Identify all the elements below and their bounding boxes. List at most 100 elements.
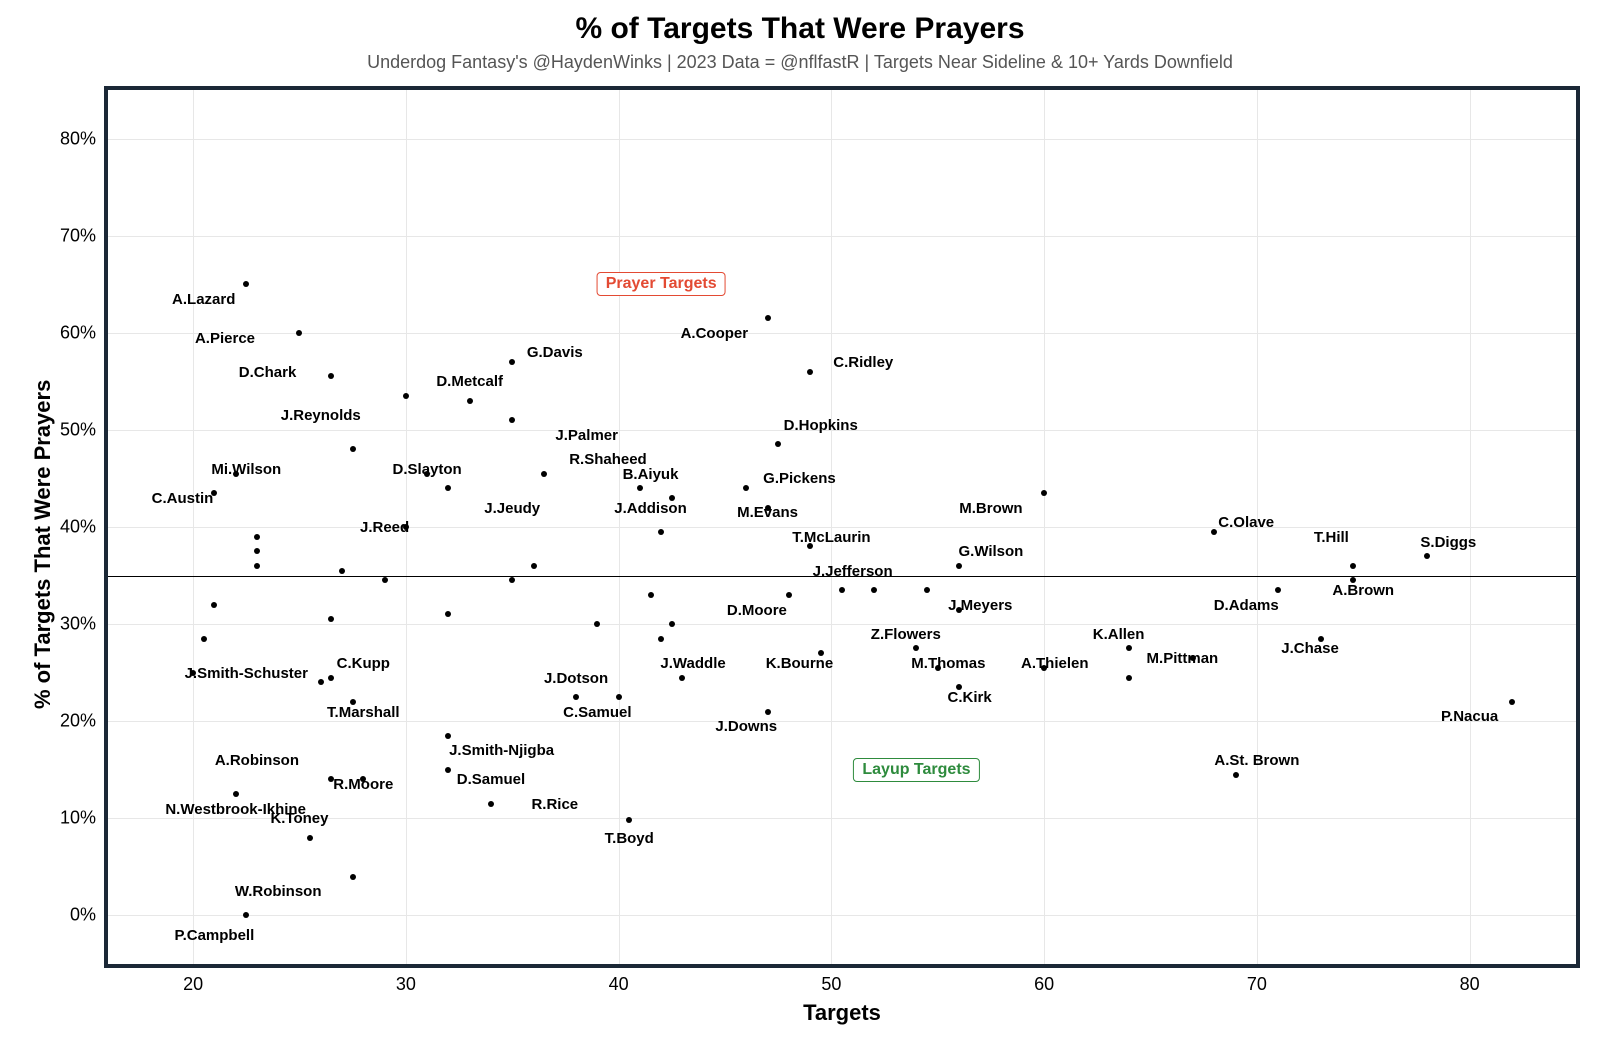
- y-tick-label: 60%: [60, 322, 96, 343]
- point-label: J.Smith-Schuster: [185, 665, 308, 682]
- scatter-point: [403, 393, 409, 399]
- scatter-point: [382, 577, 388, 583]
- point-label: P.Nacua: [1441, 708, 1498, 725]
- scatter-point: [350, 446, 356, 452]
- scatter-point: [669, 621, 675, 627]
- scatter-point: [1126, 675, 1132, 681]
- scatter-point: [679, 675, 685, 681]
- scatter-point: [626, 817, 632, 823]
- gridline-h: [108, 624, 1576, 625]
- point-label: J.Reed: [360, 519, 409, 536]
- scatter-point: [211, 602, 217, 608]
- point-label: A.Brown: [1332, 582, 1394, 599]
- scatter-point: [1350, 563, 1356, 569]
- scatter-point: [467, 398, 473, 404]
- point-label: D.Samuel: [457, 771, 525, 788]
- point-label: C.Austin: [152, 490, 214, 507]
- point-label: A.Robinson: [215, 752, 299, 769]
- point-label: R.Moore: [333, 776, 393, 793]
- point-label: T.Hill: [1314, 529, 1349, 546]
- gridline-h: [108, 139, 1576, 140]
- scatter-point: [509, 417, 515, 423]
- x-tick-label: 40: [609, 974, 629, 995]
- scatter-point: [637, 485, 643, 491]
- gridline-h: [108, 721, 1576, 722]
- scatter-point: [1275, 587, 1281, 593]
- point-label: J.Jeudy: [484, 500, 540, 517]
- scatter-point: [807, 369, 813, 375]
- point-label: M.Brown: [959, 500, 1022, 517]
- y-tick-label: 30%: [60, 614, 96, 635]
- scatter-point: [658, 529, 664, 535]
- scatter-point: [765, 709, 771, 715]
- scatter-point: [765, 315, 771, 321]
- scatter-point: [509, 359, 515, 365]
- scatter-point: [307, 835, 313, 841]
- scatter-point: [339, 568, 345, 574]
- scatter-point: [839, 587, 845, 593]
- y-tick-label: 0%: [70, 905, 96, 926]
- point-label: J.Smith-Njigba: [449, 742, 554, 759]
- point-label: D.Adams: [1214, 597, 1279, 614]
- point-label: P.Campbell: [174, 927, 254, 944]
- scatter-point: [488, 801, 494, 807]
- point-label: T.McLaurin: [792, 529, 870, 546]
- scatter-point: [254, 563, 260, 569]
- y-tick-label: 50%: [60, 419, 96, 440]
- scatter-point: [1126, 645, 1132, 651]
- scatter-point: [1424, 553, 1430, 559]
- scatter-point: [1233, 772, 1239, 778]
- scatter-point: [1211, 529, 1217, 535]
- scatter-point: [648, 592, 654, 598]
- y-tick-label: 10%: [60, 808, 96, 829]
- scatter-point: [775, 441, 781, 447]
- point-label: J.Waddle: [660, 655, 725, 672]
- point-label: C.Samuel: [563, 704, 631, 721]
- point-label: M.Pittman: [1147, 650, 1219, 667]
- point-label: B.Aiyuk: [623, 466, 679, 483]
- chart-container: { "type": "scatter", "title": { "text": …: [0, 0, 1600, 1053]
- point-label: C.Ridley: [833, 354, 893, 371]
- annotation-box: Prayer Targets: [597, 272, 726, 296]
- scatter-point: [445, 767, 451, 773]
- scatter-point: [913, 645, 919, 651]
- point-label: D.Metcalf: [436, 373, 503, 390]
- scatter-point: [786, 592, 792, 598]
- scatter-point: [445, 733, 451, 739]
- point-label: J.Meyers: [948, 597, 1012, 614]
- point-label: D.Slayton: [393, 461, 462, 478]
- y-axis-label: % of Targets That Were Prayers: [30, 379, 56, 708]
- point-label: J.Reynolds: [281, 407, 361, 424]
- scatter-point: [233, 791, 239, 797]
- point-label: G.Davis: [527, 344, 583, 361]
- point-label: K.Toney: [270, 810, 328, 827]
- scatter-point: [1509, 699, 1515, 705]
- point-label: Z.Flowers: [871, 626, 941, 643]
- point-label: D.Moore: [727, 602, 787, 619]
- point-label: M.Thomas: [911, 655, 985, 672]
- gridline-h: [108, 236, 1576, 237]
- point-label: K.Bourne: [766, 655, 834, 672]
- scatter-point: [201, 636, 207, 642]
- point-label: R.Rice: [531, 796, 578, 813]
- scatter-point: [243, 912, 249, 918]
- point-label: K.Allen: [1093, 626, 1145, 643]
- point-label: J.Chase: [1281, 640, 1339, 657]
- x-axis-label: Targets: [104, 1000, 1580, 1026]
- chart-subtitle: Underdog Fantasy's @HaydenWinks | 2023 D…: [0, 52, 1600, 73]
- scatter-point: [445, 611, 451, 617]
- y-tick-label: 80%: [60, 128, 96, 149]
- scatter-point: [956, 563, 962, 569]
- scatter-point: [871, 587, 877, 593]
- scatter-point: [573, 694, 579, 700]
- scatter-point: [296, 330, 302, 336]
- point-label: A.Lazard: [172, 291, 235, 308]
- scatter-point: [254, 548, 260, 554]
- point-label: A.Pierce: [195, 330, 255, 347]
- point-label: M.Evans: [737, 504, 798, 521]
- point-label: A.Thielen: [1021, 655, 1089, 672]
- point-label: A.Cooper: [681, 325, 749, 342]
- point-label: Mi.Wilson: [211, 461, 281, 478]
- point-label: A.St. Brown: [1214, 752, 1299, 769]
- point-label: J.Dotson: [544, 670, 608, 687]
